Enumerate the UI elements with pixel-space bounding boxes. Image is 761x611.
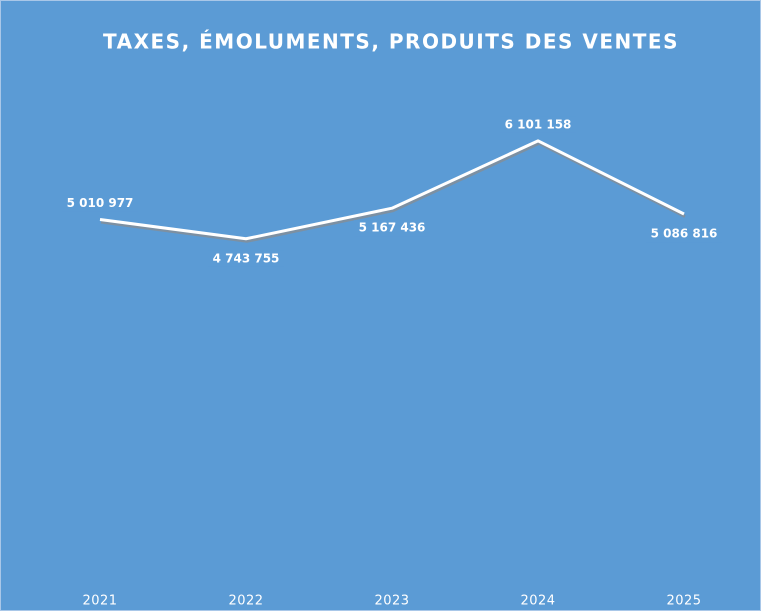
line-shadow — [100, 141, 686, 243]
label-background — [354, 220, 430, 237]
data-label: 5 010 977 — [67, 196, 134, 210]
data-label: 4 743 755 — [213, 251, 280, 265]
data-label: 5 086 816 — [651, 227, 718, 241]
x-tick-label: 2022 — [228, 594, 263, 609]
x-tick-label: 2023 — [374, 594, 409, 609]
x-tick-label: 2021 — [82, 594, 117, 609]
data-label: 5 167 436 — [359, 221, 426, 235]
x-tick-label: 2024 — [520, 594, 555, 609]
line — [99, 139, 685, 241]
label-background — [208, 250, 284, 267]
x-tick-label: 2025 — [666, 594, 701, 609]
label-background — [500, 116, 576, 133]
label-background — [62, 195, 138, 212]
data-label: 6 101 158 — [505, 117, 572, 131]
chart-title: TAXES, ÉMOLUMENTS, PRODUITS DES VENTES — [103, 30, 679, 54]
label-background — [646, 226, 722, 243]
